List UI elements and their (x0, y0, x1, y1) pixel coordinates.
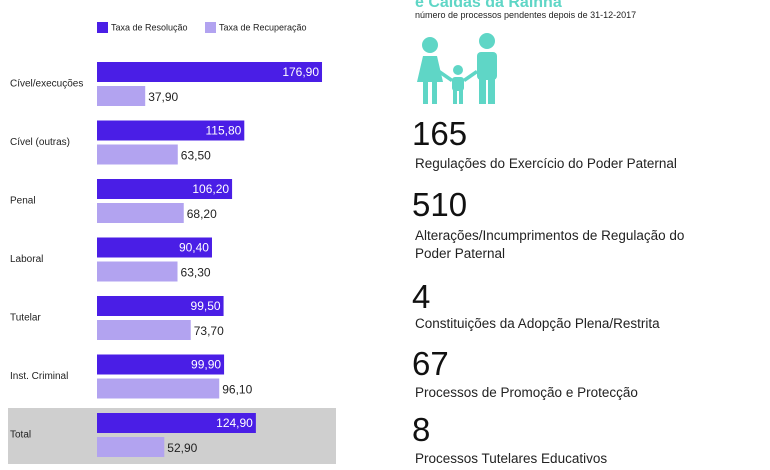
category-label: Total (10, 430, 31, 441)
stat-label: Constituições da Adopção Plena/Restrita (415, 316, 660, 331)
bar (97, 62, 323, 82)
stat-label: Processos de Promoção e Protecção (415, 385, 638, 400)
value-label: 99,50 (191, 299, 221, 313)
stat-number: 67 (412, 345, 449, 382)
value-label: 124,90 (216, 416, 253, 430)
value-label: 63,30 (181, 266, 211, 280)
header-subtitle: número de processos pendentes depois de … (415, 10, 637, 20)
category-label: Tutelar (10, 313, 41, 324)
value-label: 63,50 (181, 149, 211, 163)
value-label: 90,40 (179, 241, 209, 255)
bar (97, 378, 220, 399)
stat-number: 8 (412, 411, 431, 448)
value-label: 176,90 (282, 65, 319, 79)
legend-swatch (97, 22, 108, 33)
value-label: 99,90 (191, 358, 221, 372)
bar (97, 437, 165, 457)
bar (97, 296, 224, 316)
bar (97, 144, 178, 165)
bar (97, 261, 178, 282)
category-label: Laboral (10, 254, 43, 265)
category-label: Cível (outras) (10, 137, 70, 148)
bar (97, 320, 191, 340)
category-label: Inst. Criminal (10, 371, 68, 382)
stat-number: 510 (412, 186, 468, 223)
stat-number: 165 (412, 115, 468, 152)
legend-label: Taxa de Recuperação (219, 22, 307, 32)
stat-number: 4 (412, 278, 431, 315)
stat-label: Processos Tutelares Educativos (415, 451, 608, 466)
header-title: e Caldas da Rainha (415, 0, 562, 11)
value-label: 68,20 (187, 207, 217, 221)
bar (97, 120, 245, 141)
bar (97, 203, 184, 223)
value-label: 96,10 (222, 383, 252, 397)
stat-label: Alterações/Incumprimentos de Regulação d… (415, 228, 685, 261)
value-label: 115,80 (205, 124, 241, 138)
legend-swatch (205, 22, 216, 33)
legend-label: Taxa de Resolução (111, 22, 188, 32)
stat-label: Regulações do Exercício do Poder Paterna… (415, 156, 677, 171)
value-label: 52,90 (167, 441, 197, 455)
value-label: 37,90 (148, 90, 178, 104)
value-label: 73,70 (194, 324, 224, 338)
bar (97, 179, 233, 199)
bar (97, 413, 256, 433)
value-label: 106,20 (192, 182, 229, 196)
bar (97, 86, 146, 106)
family-icon (417, 33, 497, 104)
bar (97, 354, 225, 375)
category-label: Cível/execuções (10, 79, 83, 90)
category-label: Penal (10, 196, 36, 207)
bar (97, 237, 212, 258)
